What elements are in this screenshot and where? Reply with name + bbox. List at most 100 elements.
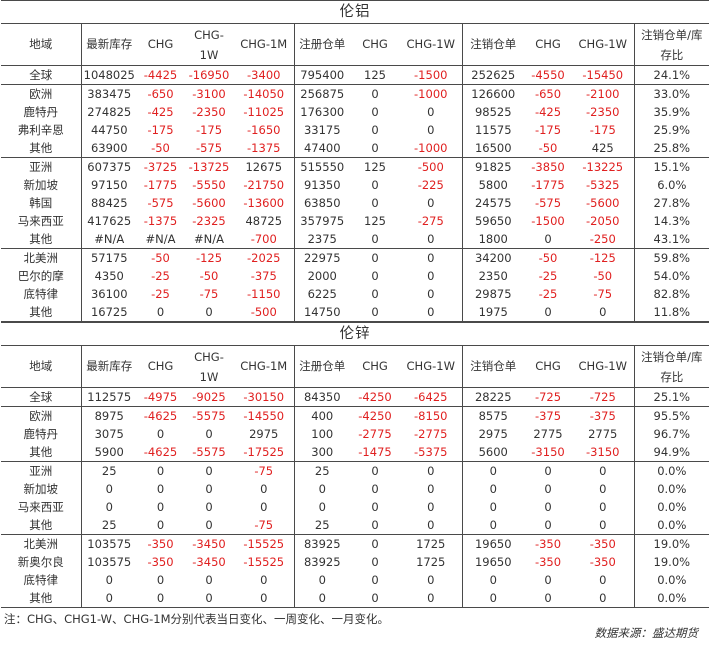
table-row: 亚洲 25 0 0 -75 25 0 0 0 0 0 0.0% (1, 461, 710, 480)
table-cell: #N/A (80, 230, 137, 249)
table-cell: 88425 (80, 194, 137, 212)
table-cell: 5800 (461, 176, 524, 194)
table-cell: 0 (461, 480, 524, 498)
table-cell: -175 (534, 122, 562, 137)
table-cell: 103575 (80, 534, 137, 553)
inventory-table: 伦铝 地域 最新库存 CHG CHG-1W CHG-1M 注册仓单 CHG CHG-1W 注销仓单… (1, 0, 710, 322)
table-cell: 0 (234, 589, 294, 608)
table-cell: 5900 (80, 443, 137, 462)
table-cell: 35.9% (633, 103, 710, 121)
table-cell: 425 (591, 140, 614, 155)
table-cell: 0 (461, 571, 524, 589)
table-cell: 400 (293, 406, 350, 425)
table-cell: 16500 (461, 139, 524, 158)
table-cell: 0 (461, 461, 524, 480)
table-cell: 33.0% (633, 84, 710, 103)
table-cell: -1775 (143, 177, 178, 192)
table-cell: 0 (205, 481, 213, 496)
table-cell: -75 (234, 461, 294, 480)
table-cell: -11025 (243, 104, 285, 119)
table-cell: 24.1% (633, 65, 710, 85)
region-label: 马来西亚 (17, 213, 64, 228)
table-cell: 0 (350, 534, 400, 553)
column-header: 地域 (1, 23, 81, 66)
table-cell: -17525 (243, 444, 285, 459)
table-cell: 2975 (249, 426, 279, 441)
table-cell: 0 (371, 499, 379, 514)
table-cell: -3450 (192, 554, 226, 569)
table-row: 鹿特丹 3075 0 0 2975 100 -2775 -2775 2975 2775 2775 96… (1, 425, 710, 443)
table-cell: -4975 (143, 389, 178, 404)
table-cell: -5600 (586, 195, 620, 210)
table-cell: -3850 (524, 157, 572, 176)
table-cell: 0 (544, 517, 552, 532)
table-cell: 0.0% (633, 480, 710, 498)
table-cell: 0 (524, 589, 572, 608)
column-header: CHG-1W (400, 23, 462, 66)
table-cell: 0 (427, 104, 435, 119)
column-header: CHG-1M (234, 345, 294, 388)
region-label: 其他 (29, 231, 53, 246)
table-cell: 100 (293, 425, 350, 443)
table-cell: 0 (260, 481, 268, 496)
table-cell: -75 (199, 286, 219, 301)
region-label: 北美洲 (1, 248, 81, 267)
table-cell: 0 (572, 589, 634, 608)
table-cell: -650 (524, 84, 572, 103)
footnote-area: 注：CHG、CHG1-W、CHG-1M分别代表当日变化、一周变化、一月变化。 数… (0, 608, 710, 640)
table-cell: 59650 (461, 212, 524, 230)
table-cell: -350 (147, 554, 174, 569)
table-cell: -225 (417, 177, 444, 192)
table-cell: 0 (350, 461, 400, 480)
table-cell: 0 (427, 572, 435, 587)
table-cell: 16725 (80, 303, 137, 322)
column-header: 注销仓单 (461, 345, 524, 388)
table-cell: -125 (184, 248, 234, 267)
region-label: 其他 (29, 517, 53, 532)
table-cell: -3400 (247, 67, 281, 82)
table-row: 鹿特丹 274825 -425 -2350 -11025 176300 0 0 98525 -42… (1, 103, 710, 121)
table-row: 北美洲 103575 -350 -3450 -15525 83925 0 1725 19650-… (1, 534, 710, 553)
table-cell: 1975 (461, 303, 524, 322)
table-cell: 47400 (293, 139, 350, 158)
table-cell: -2775 (358, 426, 392, 441)
column-header: 注册仓单 (293, 23, 350, 66)
table-cell: 19650 (461, 553, 524, 571)
table-row: 欧洲 8975 -4625 -5575 -14550 400 -4250 -8150 8575-… (1, 406, 710, 425)
table-row: 其他 63900 -50 -575 -1375 47400 0 -1000 16500 -50 42… (1, 139, 710, 158)
table-cell: -15525 (243, 554, 285, 569)
region-label: 其他 (29, 140, 53, 155)
table-cell: 0 (524, 461, 572, 480)
table-cell: 0 (400, 303, 462, 322)
table-cell: -350 (524, 534, 572, 553)
table-cell: -2775 (414, 426, 448, 441)
table-cell: -575 (534, 195, 562, 210)
table-cell: 1725 (400, 534, 462, 553)
table-cell: 8975 (80, 406, 137, 425)
table-cell: 59.8% (633, 248, 710, 267)
table-cell: 0 (544, 481, 552, 496)
table-cell: -1775 (531, 177, 565, 192)
table-cell: 0 (371, 177, 379, 192)
table-cell: -700 (250, 231, 277, 246)
table-cell: 0 (427, 122, 435, 137)
region-label: 弗利辛恩 (17, 122, 64, 137)
table-cell: -725 (589, 389, 616, 404)
table-cell: -1150 (247, 286, 281, 301)
table-cell: -350 (572, 534, 634, 553)
table-row: 其他 0 0 0 0 0 0 0 0 0 0 0.0% (1, 589, 710, 608)
table-cell: 0 (350, 248, 400, 267)
table-cell: 94.9% (633, 443, 710, 462)
table-cell: -1000 (400, 84, 462, 103)
table-cell: -1475 (358, 444, 392, 459)
table-cell: 0 (156, 572, 165, 587)
table-cell: 0 (80, 571, 137, 589)
table-cell: -25 (538, 286, 558, 301)
table-cell: -375 (524, 406, 572, 425)
table-row: 弗利辛恩 44750 -175 -175 -1650 33175 0 0 11575 -175 -1… (1, 121, 710, 139)
table-cell: 0.0% (633, 461, 710, 480)
table-cell: 0 (371, 286, 379, 301)
table-cell: 2775 (533, 426, 563, 441)
table-cell: 1048025 (80, 65, 137, 85)
region-label: 其他 (1, 589, 81, 608)
